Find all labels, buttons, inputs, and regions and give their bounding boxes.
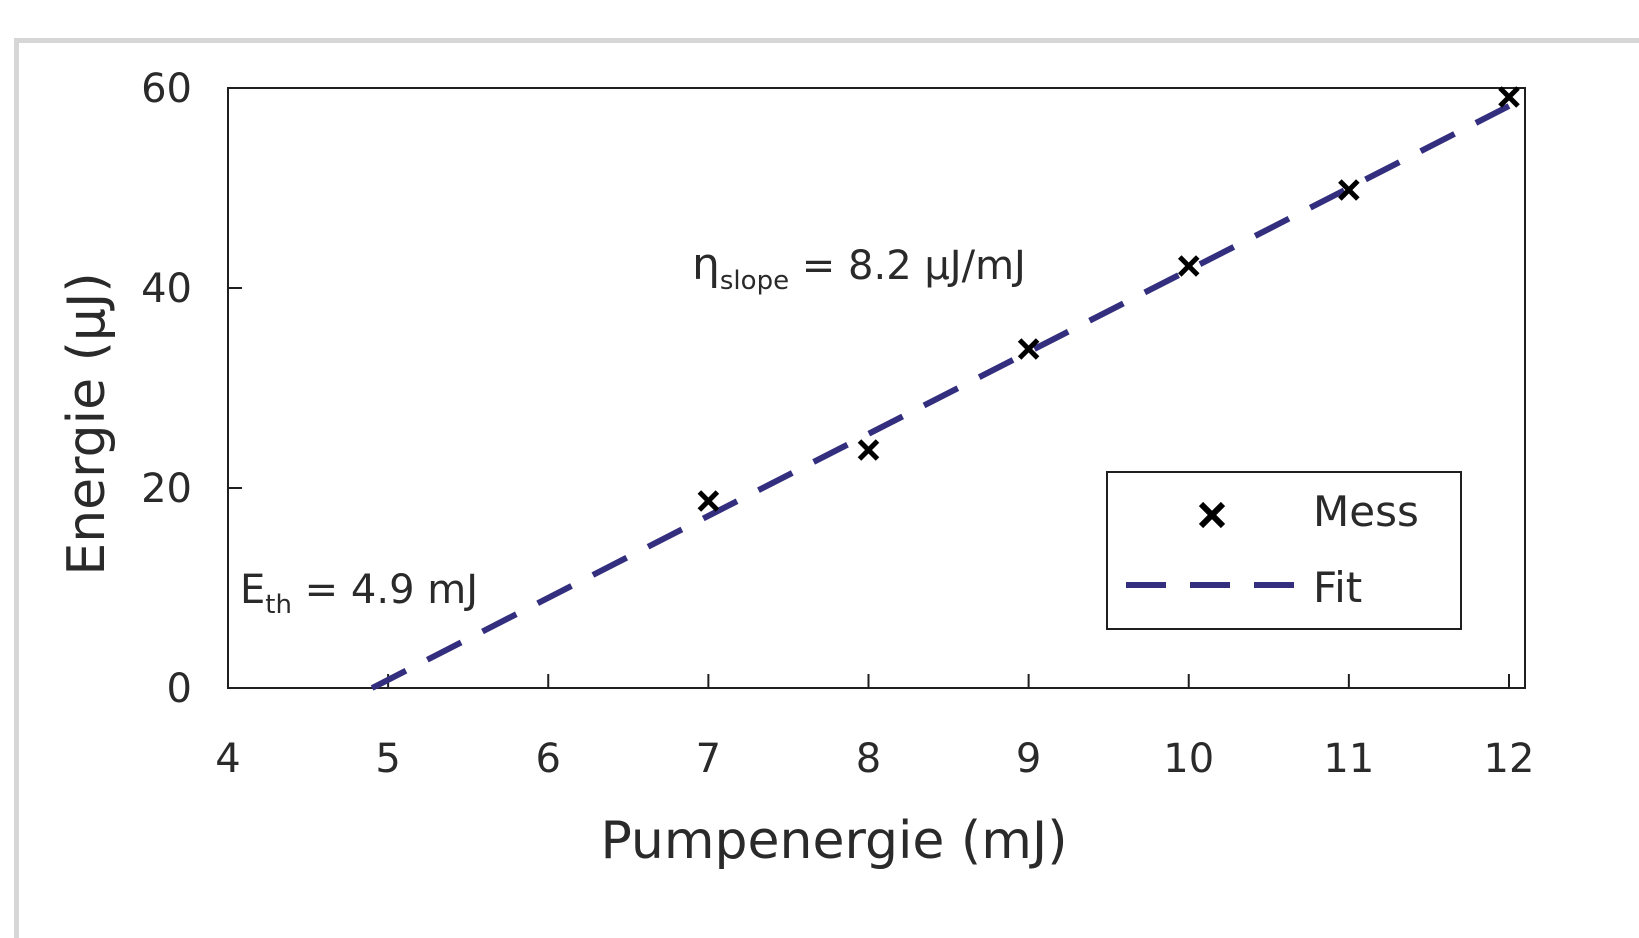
y-tick-label: 40 [141, 266, 192, 312]
plot-area [227, 87, 1526, 689]
threshold-subscript: th [265, 590, 292, 620]
legend-mess-marker [1198, 501, 1226, 529]
legend-fit-label: Fit [1313, 563, 1362, 612]
data-point-mess [1017, 338, 1040, 360]
x-tick-label: 8 [856, 736, 881, 782]
figure-frame [14, 38, 1639, 938]
legend: Mess Fit [1106, 471, 1462, 630]
y-tick-label: 60 [141, 66, 192, 112]
threshold-value: = 4.9 mJ [292, 567, 478, 613]
data-point-mess [697, 490, 720, 512]
x-tick-label: 6 [536, 736, 561, 782]
threshold-symbol: E [240, 567, 265, 613]
x-tick-label: 4 [215, 736, 240, 782]
x-tick-label: 10 [1163, 736, 1214, 782]
x-tick-label: 11 [1323, 736, 1374, 782]
threshold-annotation: Eth = 4.9 mJ [240, 567, 478, 620]
data-point-mess [857, 439, 880, 461]
fit-line [370, 103, 1511, 691]
legend-box [1106, 471, 1462, 630]
legend-mess-label: Mess [1313, 487, 1419, 536]
slope-value: = 8.2 µJ/mJ [789, 243, 1026, 289]
points-layer [697, 86, 1520, 512]
x-tick-label: 7 [696, 736, 721, 782]
slope-symbol: η [692, 239, 720, 290]
x-tick-label: 12 [1484, 736, 1535, 782]
y-axis-label: Energie (µJ) [57, 272, 117, 575]
slope-annotation: ηslope = 8.2 µJ/mJ [692, 239, 1026, 296]
data-point-mess [1338, 179, 1360, 201]
y-tick-label: 20 [141, 466, 192, 512]
data-point-mess [1498, 86, 1520, 108]
x-axis-ticks: 4 5 6 7 8 9 10 11 12 [215, 674, 1534, 782]
data-point-mess [1177, 255, 1200, 277]
fit-layer [370, 103, 1511, 691]
x-tick-label: 9 [1016, 736, 1041, 782]
x-axis-label: Pumpenergie (mJ) [600, 811, 1067, 871]
slope-subscript: slope [720, 266, 789, 296]
y-axis-ticks: 0 20 40 60 [141, 66, 242, 712]
y-tick-label: 0 [167, 666, 192, 712]
x-tick-label: 5 [375, 736, 400, 782]
